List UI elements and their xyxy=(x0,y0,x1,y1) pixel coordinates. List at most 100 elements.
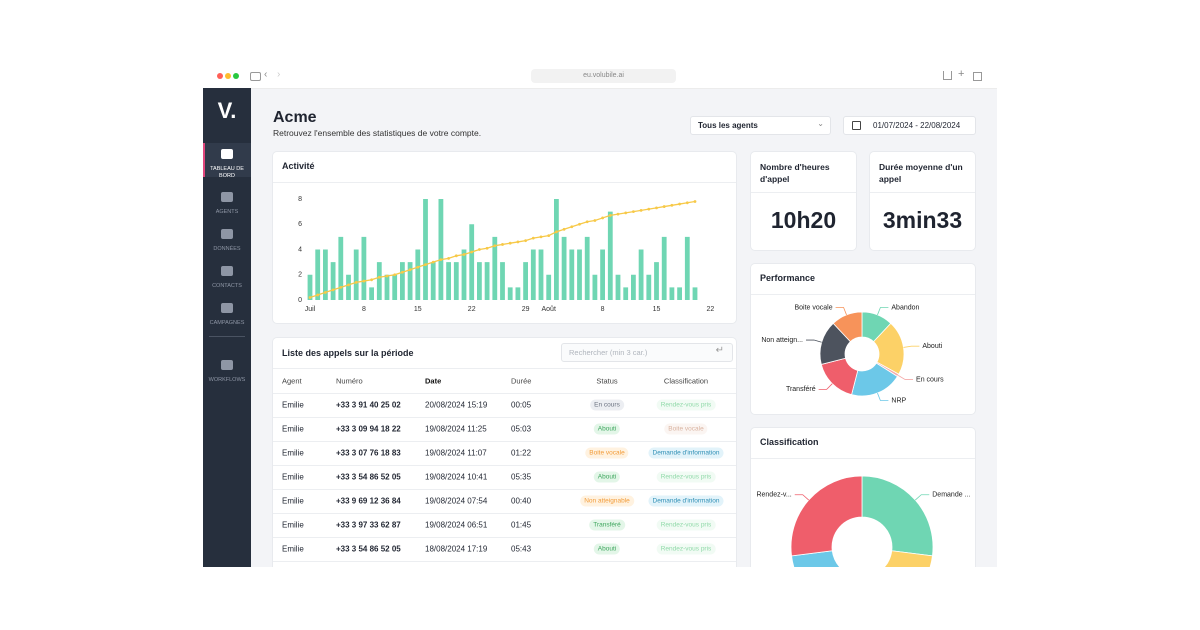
line-point xyxy=(678,202,681,206)
cell-duration: 00:40 xyxy=(511,496,532,506)
label-leader xyxy=(818,383,833,390)
close-button[interactable] xyxy=(217,73,223,79)
logo[interactable]: V. xyxy=(217,98,237,123)
sidebar-toggle[interactable] xyxy=(250,72,261,81)
bar xyxy=(376,262,382,300)
status-pill: Boite vocale xyxy=(585,447,629,459)
kpi-value: 10h20 xyxy=(770,207,837,233)
bar xyxy=(584,236,590,300)
label-leader xyxy=(903,345,920,348)
bar xyxy=(430,262,436,300)
bar xyxy=(600,249,605,300)
nav-label: AGENTS xyxy=(215,209,239,215)
label-leader xyxy=(835,307,847,316)
line-point xyxy=(516,240,520,244)
line-point xyxy=(639,208,643,212)
column-header[interactable]: Date xyxy=(425,376,442,386)
x-tick-label: 22 xyxy=(468,306,476,313)
divider xyxy=(751,294,975,295)
cell-number: +33 3 09 94 18 22 xyxy=(336,424,401,434)
url-bar[interactable]: eu.volubile.ai xyxy=(531,69,676,83)
bar xyxy=(523,262,528,300)
cell-date: 20/08/2024 15:19 xyxy=(425,400,488,410)
date-filter[interactable]: 01/07/2024 - 22/08/2024 xyxy=(843,116,976,135)
line-point xyxy=(685,201,689,205)
cell-number: +33 3 97 33 62 87 xyxy=(336,520,401,530)
line-point xyxy=(401,270,404,274)
new-tab-button[interactable]: + xyxy=(958,68,965,80)
bar xyxy=(407,262,413,300)
search-input[interactable]: Rechercher (min 3 car.) ↵ xyxy=(561,343,733,362)
line-point xyxy=(578,222,581,226)
y-tick-label: 0 xyxy=(298,297,302,304)
segment-label: Transféré xyxy=(786,386,816,393)
divider xyxy=(751,192,856,193)
cell-duration: 05:43 xyxy=(511,544,532,554)
line-point xyxy=(408,268,412,272)
line-point xyxy=(693,200,697,203)
nav-label: CAMPAGNES xyxy=(209,320,245,326)
bar xyxy=(323,249,328,300)
line-point xyxy=(601,216,604,220)
classification-pill: Rendez-vous pris xyxy=(656,543,716,555)
cell-number: +33 3 54 86 52 05 xyxy=(336,544,401,554)
line-point xyxy=(593,219,597,222)
divider xyxy=(273,182,736,183)
minimize-button[interactable] xyxy=(225,73,231,79)
browser-window: ‹ › eu.volubile.ai + V. TABLEAU DE BORD A… xyxy=(203,65,997,567)
performance-card: Performance Abandon Abouti En cours NRP Tran… xyxy=(751,264,975,414)
bar xyxy=(492,236,498,300)
line-point xyxy=(377,275,381,279)
agent-filter[interactable]: Tous les agents ⌄ xyxy=(690,116,831,135)
bar xyxy=(477,262,482,300)
line-point xyxy=(524,239,527,243)
cell-number: +33 3 91 40 25 02 xyxy=(336,400,401,410)
segment-label: NRP xyxy=(891,397,906,404)
bar xyxy=(684,236,690,300)
agent-filter-value: Tous les agents xyxy=(698,121,758,130)
bar xyxy=(661,236,667,300)
line-point xyxy=(324,291,327,294)
classification-pill: Rendez-vous pris xyxy=(656,399,716,411)
classification-pill: Demande d'information xyxy=(648,495,724,507)
label-leader xyxy=(794,494,810,501)
cell-date: 19/08/2024 07:54 xyxy=(425,496,488,506)
activity-card: Activité 0 2 4 6 8 Juil 8 15 22 29 Août 8 15 22 xyxy=(273,152,736,323)
status-pill: Abouti xyxy=(593,543,621,555)
nav-icon xyxy=(221,303,233,313)
bar xyxy=(677,287,682,300)
line-point xyxy=(539,235,543,239)
kpi-value: 3min33 xyxy=(882,207,963,233)
line-point xyxy=(655,206,658,210)
line-point xyxy=(616,212,620,216)
bar xyxy=(423,199,428,300)
back-button[interactable]: ‹ xyxy=(264,69,268,80)
x-tick-label: 8 xyxy=(601,306,605,313)
line-point xyxy=(431,260,435,264)
tabs-button[interactable] xyxy=(973,72,982,81)
kpi-card: Durée moyenne d'un appel 3min33 xyxy=(870,152,975,250)
bar xyxy=(507,287,513,300)
classification-pill: Rendez-vous pris xyxy=(656,471,716,483)
share-button[interactable] xyxy=(943,71,952,80)
line-point xyxy=(385,274,389,278)
bar xyxy=(692,287,698,300)
cell-agent: Emilie xyxy=(282,544,304,554)
bar xyxy=(538,249,544,300)
sidebar: V. TABLEAU DE BORD AGENTS DONNÉES CONTACTS C… xyxy=(203,88,251,567)
line-point xyxy=(454,254,458,258)
nav-item[interactable] xyxy=(203,143,251,177)
zoom-button[interactable] xyxy=(233,73,239,79)
segment-label: Abouti xyxy=(922,343,942,350)
bar xyxy=(446,262,451,300)
column-header[interactable]: Status xyxy=(596,376,618,386)
column-header[interactable]: Durée xyxy=(511,376,532,386)
column-header[interactable]: Classification xyxy=(663,376,709,386)
bar xyxy=(500,262,505,300)
cell-number: +33 9 69 12 36 84 xyxy=(336,496,401,506)
browser-toolbar: ‹ › eu.volubile.ai + xyxy=(203,65,997,89)
line-point xyxy=(531,236,535,240)
line-point xyxy=(331,288,335,292)
forward-button[interactable]: › xyxy=(277,69,281,80)
